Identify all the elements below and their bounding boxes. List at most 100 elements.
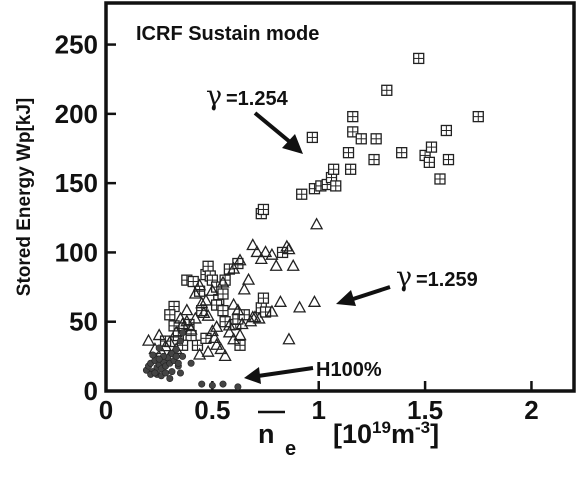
x-tick-label: 1.5 xyxy=(407,395,443,425)
x-label-exp-2: -3 xyxy=(415,418,430,437)
data-point-triangle xyxy=(258,245,273,258)
data-point-boxed-plus xyxy=(472,110,484,123)
data-point-triangle xyxy=(246,310,260,323)
data-point-circle xyxy=(187,359,195,367)
h100-annotation: H100% xyxy=(316,359,382,381)
data-point-circle xyxy=(219,380,227,388)
x-label-subscript: e xyxy=(285,438,296,460)
data-point-boxed-plus xyxy=(413,52,425,65)
data-point-triangle xyxy=(227,332,241,345)
x-tick-label: 0 xyxy=(99,395,113,425)
series-triangle xyxy=(141,217,324,362)
arrow-gamma-1259 xyxy=(336,285,391,306)
data-point-boxed-plus xyxy=(342,147,355,159)
data-point-boxed-plus xyxy=(257,203,270,216)
data-point-triangle xyxy=(222,318,236,331)
y-tick-label: 250 xyxy=(55,30,98,60)
data-point-triangle xyxy=(152,328,166,341)
x-label-units-open: [10 xyxy=(333,419,372,449)
data-point-circle xyxy=(155,355,163,363)
x-label-n: n xyxy=(258,419,275,449)
data-point-triangle xyxy=(214,342,228,355)
data-point-triangle xyxy=(282,242,296,255)
arrow-gamma-1254 xyxy=(253,111,303,154)
data-point-triangle xyxy=(222,325,236,338)
data-point-triangle xyxy=(241,272,256,285)
data-point-circle xyxy=(162,369,170,377)
data-point-circle xyxy=(234,383,242,391)
gamma-1259-symbol: γ xyxy=(396,262,412,293)
gamma-1254-symbol: γ xyxy=(206,81,222,112)
x-label-units: [1019m-3] xyxy=(333,418,439,449)
y-tick-label: 200 xyxy=(55,99,98,129)
data-point-circle xyxy=(174,359,182,367)
data-point-triangle xyxy=(163,335,177,348)
data-point-triangle xyxy=(273,294,288,307)
data-point-boxed-plus xyxy=(442,153,455,166)
data-point-boxed-plus xyxy=(347,110,359,123)
data-point-boxed-plus xyxy=(440,124,453,137)
data-point-boxed-plus xyxy=(425,141,438,153)
data-point-circle xyxy=(176,369,184,377)
data-point-circle xyxy=(198,380,206,388)
data-point-boxed-plus xyxy=(202,260,214,272)
data-point-triangle xyxy=(246,238,260,251)
data-point-triangle xyxy=(184,322,198,335)
data-point-triangle xyxy=(307,294,322,307)
data-point-triangle xyxy=(195,296,209,309)
gamma-1254-value: =1.254 xyxy=(226,88,289,110)
data-point-triangle xyxy=(141,333,156,346)
data-point-triangle xyxy=(286,258,300,271)
data-point-triangle xyxy=(310,217,324,230)
x-label-exp-1: 19 xyxy=(372,418,391,437)
data-point-circle xyxy=(179,329,187,337)
data-point-triangle xyxy=(235,317,249,330)
data-point-triangle xyxy=(180,303,194,316)
data-point-boxed-plus xyxy=(434,173,446,185)
data-point-triangle xyxy=(265,247,279,260)
data-point-triangle xyxy=(205,283,219,296)
data-point-triangle xyxy=(233,253,247,266)
series-boxed-plus xyxy=(159,52,484,351)
data-point-triangle xyxy=(216,275,230,288)
data-point-boxed-plus xyxy=(368,153,380,166)
data-point-circle xyxy=(179,352,187,360)
data-point-boxed-plus xyxy=(330,180,342,192)
data-point-circle xyxy=(208,381,216,389)
data-point-boxed-plus xyxy=(423,156,435,169)
y-tick-label: 100 xyxy=(55,237,98,267)
arrow-h100 xyxy=(244,366,314,384)
series-filled-circle xyxy=(142,329,242,391)
data-point-boxed-plus xyxy=(370,133,382,145)
data-point-triangle xyxy=(292,300,307,313)
data-point-triangle xyxy=(169,325,183,338)
data-point-circle xyxy=(176,337,184,345)
y-tick-label: 150 xyxy=(55,168,98,198)
x-tick-label: 1 xyxy=(311,395,325,425)
data-point-triangle xyxy=(227,261,241,274)
data-point-triangle xyxy=(250,245,264,258)
data-point-boxed-plus xyxy=(381,84,393,96)
data-point-triangle xyxy=(201,308,215,321)
data-point-triangle xyxy=(193,278,207,291)
data-point-triangle xyxy=(210,319,224,332)
data-point-circle xyxy=(155,344,163,352)
data-point-triangle xyxy=(254,252,268,265)
data-point-triangle xyxy=(282,332,296,345)
data-point-circle xyxy=(166,375,174,383)
data-point-boxed-plus xyxy=(396,147,408,159)
y-tick-label: 0 xyxy=(84,376,98,406)
data-point-circle xyxy=(168,368,176,376)
data-point-boxed-plus xyxy=(355,133,367,145)
data-point-triangle xyxy=(188,286,202,299)
chart-title: ICRF Sustain mode xyxy=(136,23,319,45)
data-point-triangle xyxy=(269,258,283,271)
data-point-triangle xyxy=(193,347,207,360)
data-point-triangle xyxy=(231,303,245,316)
data-point-triangle xyxy=(210,337,224,350)
data-point-boxed-plus xyxy=(306,131,318,144)
gamma-1259-value: =1.259 xyxy=(416,269,478,291)
data-point-triangle xyxy=(233,328,247,341)
data-point-triangle xyxy=(173,311,188,324)
data-point-triangle xyxy=(218,349,232,362)
